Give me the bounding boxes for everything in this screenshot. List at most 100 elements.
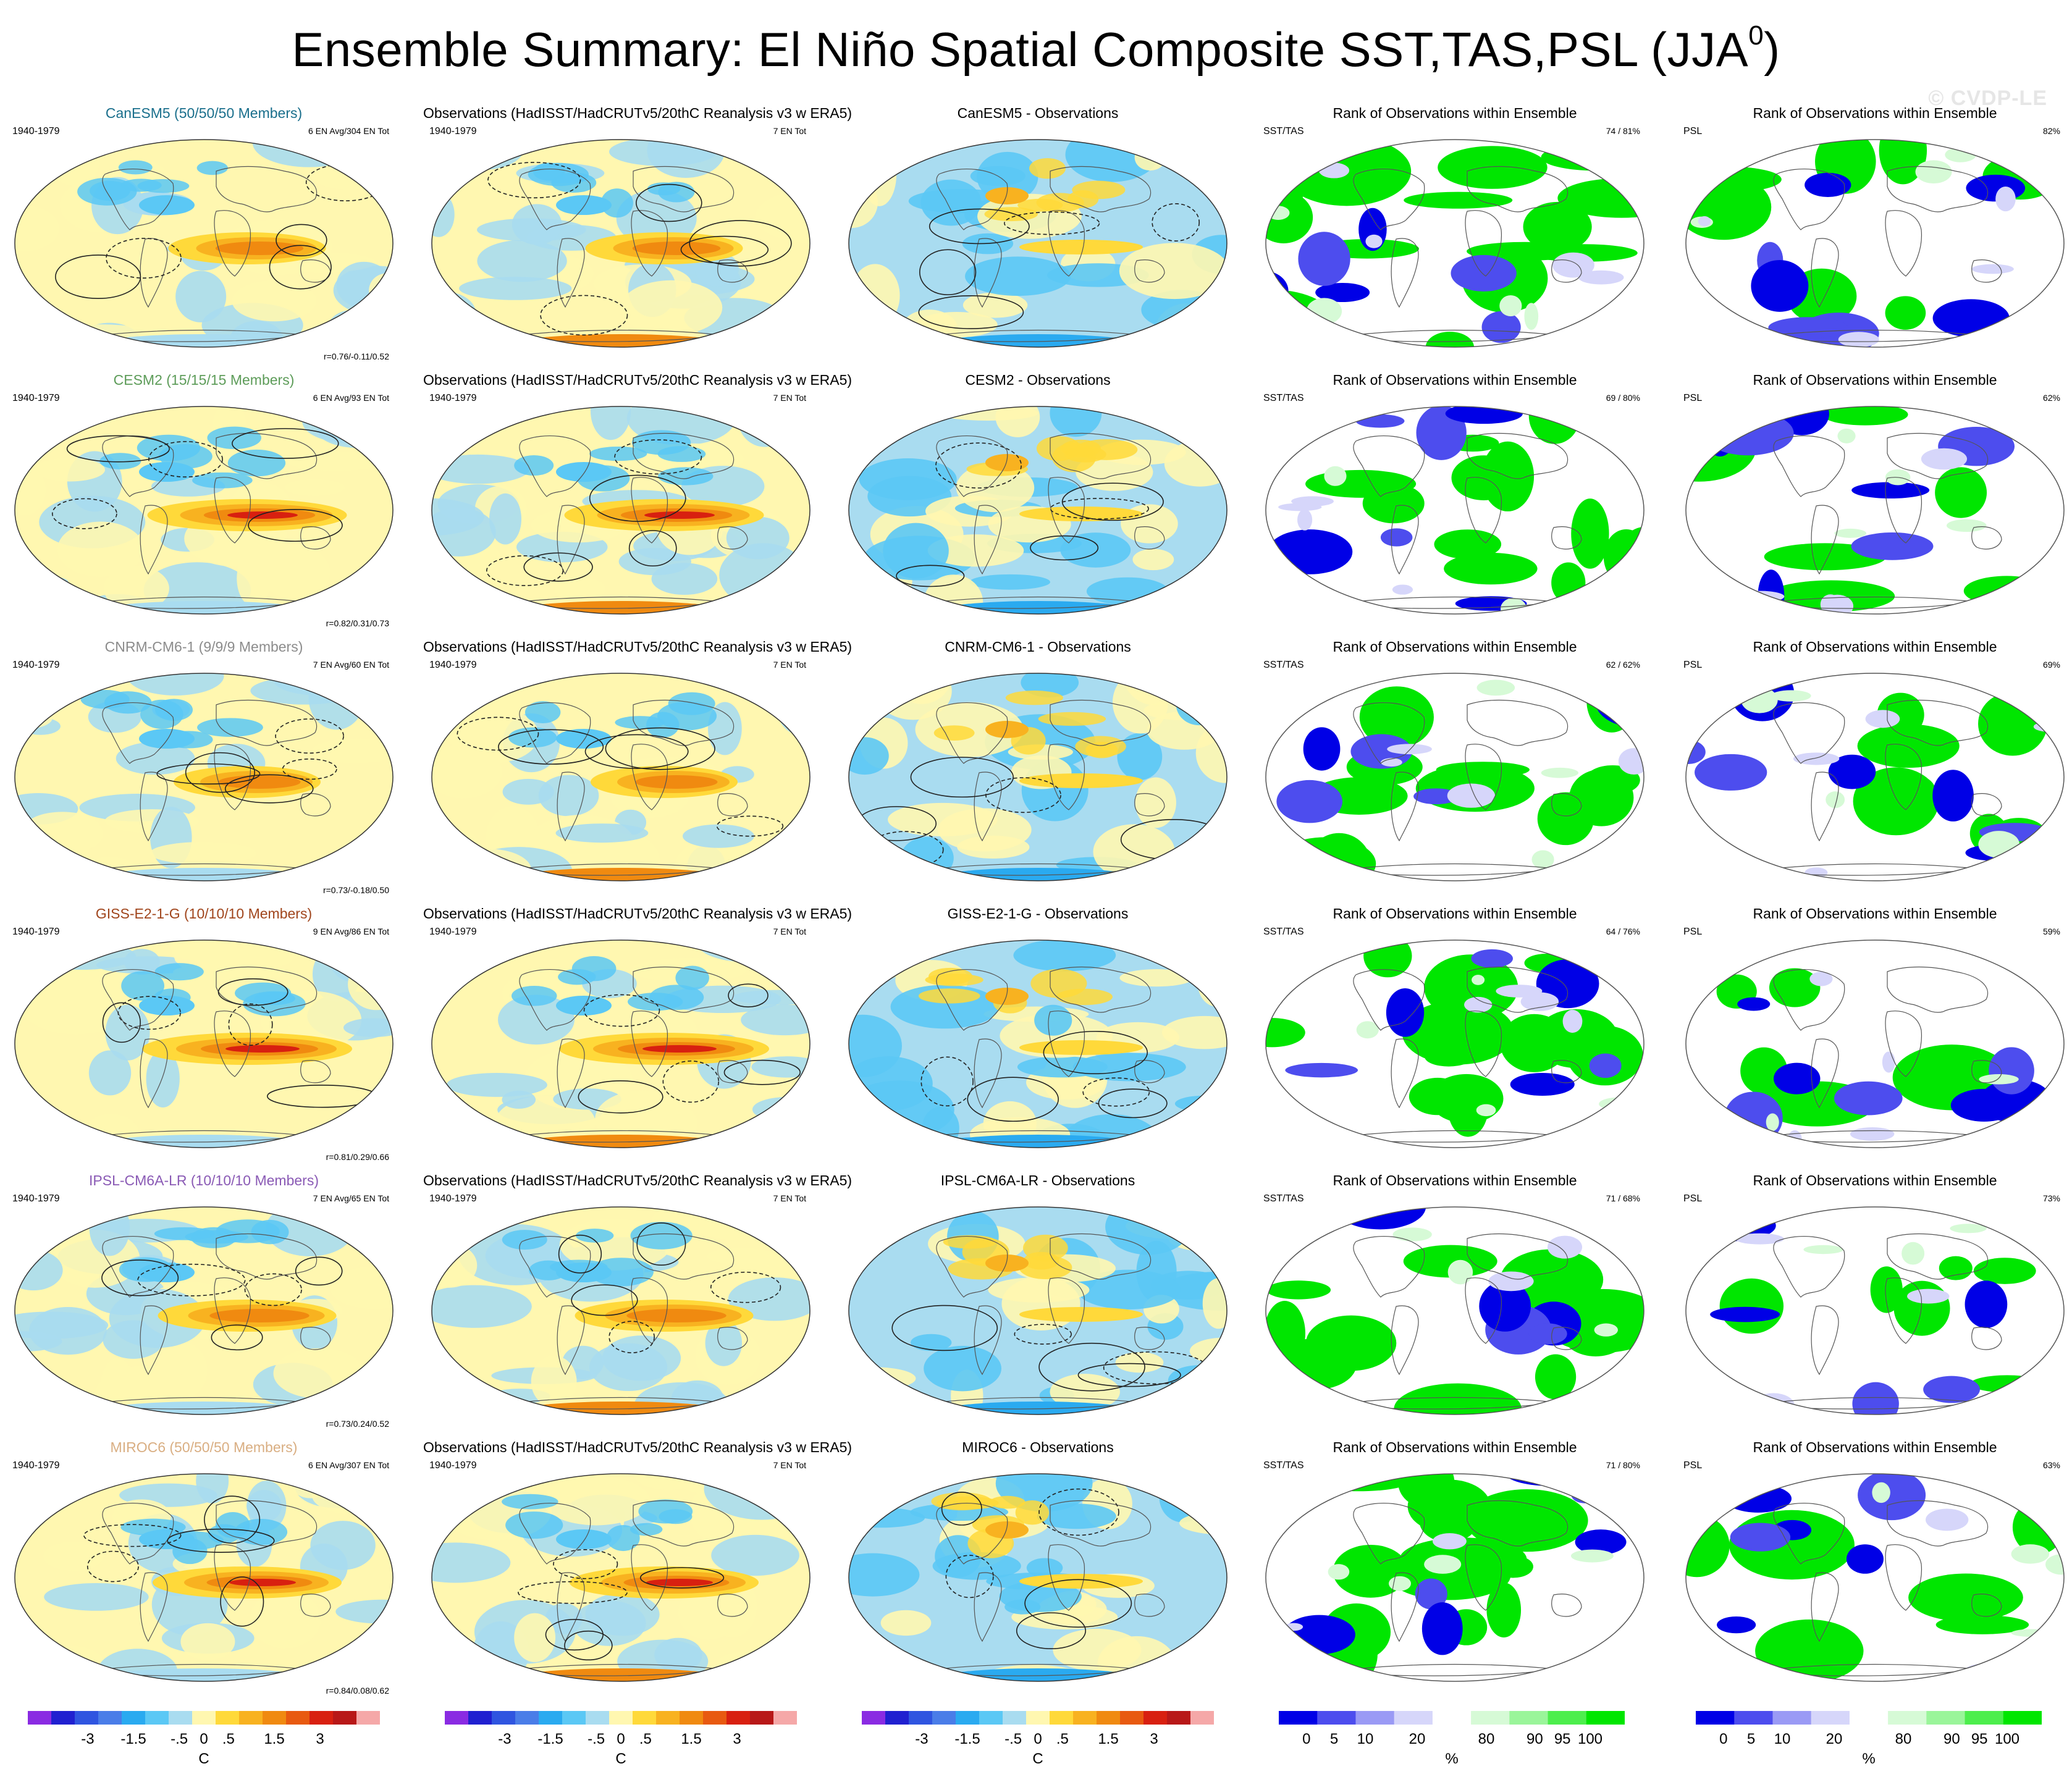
map-plot — [431, 1206, 811, 1415]
colorbar-swatch — [1586, 1711, 1625, 1725]
colorbar-tick-label: 20 — [1826, 1731, 1843, 1747]
map-plot — [14, 1473, 394, 1682]
period-label: 1940-1979 — [12, 927, 60, 937]
colorbar-unit: C — [198, 1750, 209, 1767]
map-plot — [1685, 139, 2065, 348]
obs-note: 7 EN Tot — [773, 660, 806, 670]
obs-note: 7 EN Tot — [773, 927, 806, 936]
colorbar-swatch — [263, 1711, 287, 1725]
colorbar-swatch — [862, 1711, 886, 1725]
figure-title: Ensemble Summary: El Niño Spatial Compos… — [292, 20, 1780, 77]
colorbar-swatches — [1279, 1711, 1625, 1725]
rank-sst-label: SST/TAS — [1263, 1193, 1304, 1204]
rank-psl-label: PSL — [1683, 660, 1703, 670]
colorbar-swatch — [726, 1711, 751, 1725]
correlation-label: r=0.81/0.29/0.66 — [326, 1152, 389, 1162]
model-map-row-3: CNRM-CM6-1 (9/9/9 Members) 1940-1979 7 EN … — [6, 639, 402, 898]
model-map-row-2: CESM2 (15/15/15 Members) 1940-1979 6 EN Av… — [6, 372, 402, 631]
obs-note: 7 EN Tot — [773, 393, 806, 403]
map-plot — [431, 406, 811, 615]
rank-psl-label: PSL — [1683, 126, 1703, 137]
colorbar-swatch — [333, 1711, 357, 1725]
rank-title: Rank of Observations within Ensemble — [1333, 906, 1577, 922]
colorbar-swatch — [492, 1711, 516, 1725]
obs-note: 7 EN Tot — [773, 1193, 806, 1203]
model-map-row-4: GISS-E2-1-G (10/10/10 Members) 1940-1979 9… — [6, 906, 402, 1165]
colorbar-swatches — [1696, 1711, 2042, 1725]
colorbar-swatch — [1143, 1711, 1168, 1725]
period-label: 1940-1979 — [429, 927, 477, 937]
rank-title: Rank of Observations within Ensemble — [1333, 372, 1577, 388]
colorbar-swatch — [468, 1711, 492, 1725]
rank-colorbar-1: 0 5 10 20 80 90 95 100% — [1279, 1711, 1625, 1773]
model-title: MIROC6 (50/50/50 Members) — [110, 1439, 298, 1455]
temp-colorbar-3: -3 -1.5 -.5 0 .5 1.5 3 C — [862, 1711, 1215, 1773]
correlation-label: r=0.73/0.24/0.52 — [326, 1419, 389, 1429]
diff-map-row-4: GISS-E2-1-G - Observations — [840, 906, 1236, 1165]
model-title: CNRM-CM6-1 (9/9/9 Members) — [104, 639, 303, 655]
colorbar-swatch — [1965, 1711, 2004, 1725]
correlation-label: r=0.73/-0.18/0.50 — [322, 885, 389, 895]
map-plot — [1265, 1206, 1645, 1415]
colorbar-swatch — [1050, 1711, 1074, 1725]
ensemble-note: 7 EN Avg/65 EN Tot — [313, 1193, 389, 1203]
obs-title: Observations (HadISST/HadCRUTv5/20thC Re… — [423, 639, 853, 655]
colorbar-swatch — [680, 1711, 704, 1725]
rank-sst-map-row-1: Rank of Observations within Ensemble SST/… — [1257, 105, 1653, 364]
map-plot — [431, 1473, 811, 1682]
colorbar-swatch — [979, 1711, 1003, 1725]
rank-title: Rank of Observations within Ensemble — [1753, 639, 1997, 655]
colorbar-swatches — [28, 1711, 381, 1725]
rank-psl-pct: 59% — [2042, 927, 2060, 936]
ensemble-note: 7 EN Avg/60 EN Tot — [313, 660, 389, 670]
rank-title: Rank of Observations within Ensemble — [1753, 105, 1997, 121]
colorbar-swatch — [515, 1711, 539, 1725]
colorbar-swatch — [885, 1711, 909, 1725]
rank-sst-map-row-5: Rank of Observations within Ensemble SST/… — [1257, 1172, 1653, 1432]
rank-psl-map-row-2: Rank of Observations within Ensemble PSL 6… — [1677, 372, 2072, 631]
map-plot — [14, 406, 394, 615]
colorbar-swatch — [216, 1711, 240, 1725]
ensemble-note: 6 EN Avg/93 EN Tot — [313, 393, 389, 403]
diff-title: MIROC6 - Observations — [962, 1439, 1114, 1455]
colorbar-unit: % — [1445, 1750, 1459, 1767]
colorbar-tick-label: -1.5 — [537, 1731, 563, 1747]
rank-psl-map-row-1: Rank of Observations within Ensemble PSL 8… — [1677, 105, 2072, 364]
map-plot — [1265, 939, 1645, 1148]
rank-psl-pct: 69% — [2042, 660, 2060, 670]
colorbar-swatch — [239, 1711, 263, 1725]
colorbar-swatch — [703, 1711, 727, 1725]
colorbar-tick-label: 3 — [1150, 1731, 1158, 1747]
map-plot — [14, 1206, 394, 1415]
colorbar-swatch — [1394, 1711, 1433, 1725]
colorbar-tick-label: -1.5 — [954, 1731, 980, 1747]
colorbar-swatch — [2003, 1711, 2042, 1725]
colorbar-tick-label: .5 — [1056, 1731, 1069, 1747]
rank-sst-pct: 64 / 76% — [1606, 927, 1640, 936]
obs-map-row-1: Observations (HadISST/HadCRUTv5/20thC Re… — [423, 105, 852, 364]
map-plot — [431, 139, 811, 348]
colorbar-tick-label: 3 — [316, 1731, 324, 1747]
colorbar-swatch — [1471, 1711, 1510, 1725]
obs-map-row-6: Observations (HadISST/HadCRUTv5/20thC Re… — [423, 1439, 852, 1699]
colorbar-swatch — [609, 1711, 633, 1725]
colorbar-swatch — [1734, 1711, 1773, 1725]
colorbar-swatch — [75, 1711, 99, 1725]
rank-sst-pct: 74 / 81% — [1606, 126, 1640, 136]
obs-map-row-5: Observations (HadISST/HadCRUTv5/20thC Re… — [423, 1172, 852, 1432]
rank-title: Rank of Observations within Ensemble — [1753, 372, 1997, 388]
colorbar-swatch — [539, 1711, 563, 1725]
map-plot — [1265, 673, 1645, 881]
rank-colorbar-2: 0 5 10 20 80 90 95 100% — [1696, 1711, 2042, 1773]
colorbar-tick-label: 95 — [1971, 1731, 1988, 1747]
obs-map-row-2: Observations (HadISST/HadCRUTv5/20thC Re… — [423, 372, 852, 631]
colorbar-swatch — [1509, 1711, 1549, 1725]
colorbar-tick-label: 0 — [1302, 1731, 1311, 1747]
colorbar-tick-label: 5 — [1746, 1731, 1756, 1747]
colorbar-tick-label: 95 — [1554, 1731, 1571, 1747]
map-plot — [848, 406, 1228, 615]
rank-sst-label: SST/TAS — [1263, 1460, 1304, 1471]
rank-sst-label: SST/TAS — [1263, 660, 1304, 670]
colorbar-tick-label: 0 — [200, 1731, 208, 1747]
colorbar-swatch — [145, 1711, 169, 1725]
